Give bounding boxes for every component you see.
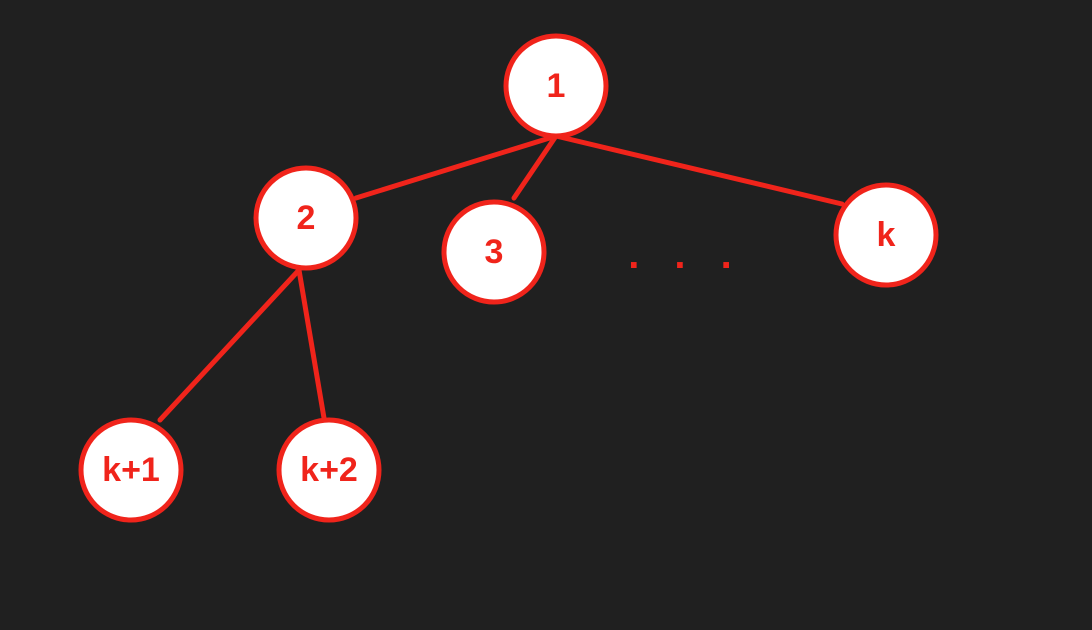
edge-n2-nk1 xyxy=(157,267,302,423)
sibling-ellipsis: . . . xyxy=(628,233,744,277)
node-circle xyxy=(78,417,184,523)
nodes-layer: 1 2 3 k k+1 k+2 xyxy=(78,33,939,523)
node-circle xyxy=(441,199,547,305)
tree-node-nk1: k+1 xyxy=(78,417,184,523)
tree-node-n3: 3 xyxy=(441,199,547,305)
node-label: k xyxy=(877,216,896,254)
node-label: k+2 xyxy=(300,451,358,489)
edge-n1-nk xyxy=(553,133,845,207)
edges-layer xyxy=(157,133,845,423)
node-label: 2 xyxy=(297,199,316,237)
node-circle xyxy=(253,165,359,271)
tree-node-nk: k xyxy=(833,182,939,288)
node-circle xyxy=(833,182,939,288)
node-label: 3 xyxy=(485,233,504,271)
tree-node-n2: 2 xyxy=(253,165,359,271)
node-label: k+1 xyxy=(102,451,160,489)
edge-n2-nk2 xyxy=(296,267,327,421)
node-circle xyxy=(503,33,609,139)
tree-node-n1: 1 xyxy=(503,33,609,139)
node-circle xyxy=(276,417,382,523)
node-label: 1 xyxy=(547,67,566,105)
tree-node-nk2: k+2 xyxy=(276,417,382,523)
edge-n1-n3 xyxy=(511,133,559,201)
edge-n1-n2 xyxy=(353,133,559,201)
